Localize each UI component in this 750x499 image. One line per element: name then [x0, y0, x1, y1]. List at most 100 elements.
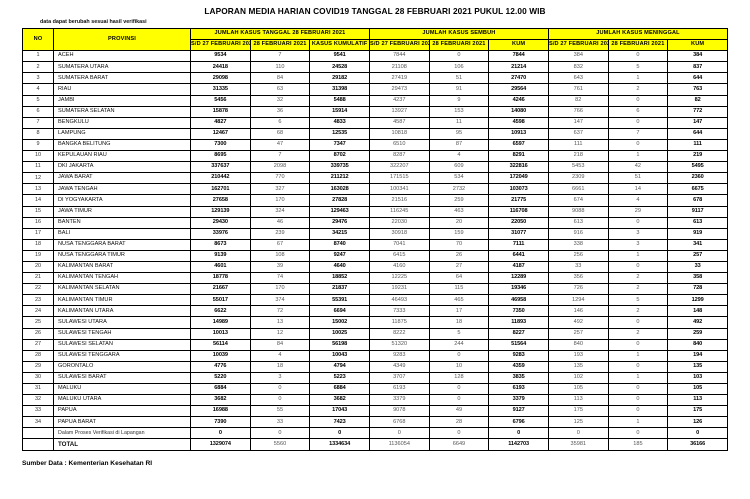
cell-sembuh-sd27: 19231: [368, 283, 430, 296]
cell-meninggal-harian: 0: [607, 216, 669, 229]
cell-sembuh-kum: 29564: [488, 83, 549, 96]
table-row: 8 LAMPUNG 12467 68 12535 10818 95 10913 637 7 644: [22, 127, 728, 140]
col-group-sembuh: JUMLAH KASUS SEMBUH: [368, 27, 549, 41]
cell-sembuh-kum: 4598: [488, 116, 549, 129]
cell-kasus-sd27: 4776: [190, 360, 251, 373]
cell-meninggal-sd27: 0: [547, 427, 609, 440]
cell-meninggal-kum: 728: [667, 283, 728, 296]
cell-sembuh-sd27: 4160: [368, 260, 430, 274]
cell-kasus-kum: 4794: [309, 360, 370, 373]
cell-meninggal-harian: 14: [607, 183, 669, 196]
col-group-meninggal: JUMLAH KASUS MENINGGAL: [547, 27, 729, 41]
cell-no: 23: [22, 294, 54, 307]
cell-kasus-harian: 74: [249, 272, 311, 285]
cell-provinsi: GORONTALO: [53, 360, 191, 373]
table-body: 1 ACEH 9534 7 9541 7844 0 7844 384 0 384 2 SUMATERA …: [22, 50, 728, 452]
cell-kasus-sd27: 10039: [190, 349, 251, 362]
col-group-kasus: JUMLAH KASUS TANGGAL 28 FEBRUARI 2021: [190, 27, 370, 41]
cell-kasus-sd27: 0: [190, 427, 251, 440]
table-row: 14 DI YOGYAKARTA 27658 170 27828 21516 259 2177…: [22, 194, 728, 207]
cell-kasus-sd27: 8695: [190, 150, 251, 163]
table-row: 27 SULAWESI SELATAN 56114 84 56198 51320 244 51…: [22, 338, 728, 351]
cell-kasus-kum: 8740: [309, 238, 370, 251]
table-row: 3 SUMATERA BARAT 29098 84 29182 27419 51 27470 6…: [22, 72, 728, 85]
cell-sembuh-sd27: 11875: [368, 316, 430, 329]
cell-meninggal-harian: 185: [607, 438, 669, 452]
cell-sembuh-kum: 3379: [488, 394, 549, 407]
cell-meninggal-harian: 6: [607, 105, 669, 118]
cell-provinsi: LAMPUNG: [53, 127, 191, 140]
cell-no: 2: [22, 61, 54, 74]
cell-sembuh-harian: 17: [428, 305, 490, 318]
cell-no: 3: [22, 72, 54, 85]
cell-meninggal-kum: 103: [667, 371, 728, 385]
cell-kasus-harian: 108: [249, 249, 311, 262]
cell-kasus-kum: 29476: [309, 216, 370, 229]
col-header-meninggal-harian: 28 FEBRUARI 2021: [607, 39, 669, 52]
cell-kasus-harian: 7: [249, 150, 311, 163]
cell-kasus-harian: 72: [249, 305, 311, 318]
cell-sembuh-harian: 26: [428, 249, 490, 262]
cell-sembuh-sd27: 6415: [368, 249, 430, 262]
cell-meninggal-sd27: 6661: [547, 183, 609, 196]
cell-meninggal-sd27: 82: [547, 94, 609, 107]
cell-meninggal-harian: 1: [607, 349, 669, 362]
cell-kasus-kum: 24528: [309, 61, 370, 74]
cell-sembuh-harian: 91: [428, 83, 490, 96]
cell-no: 20: [22, 260, 54, 274]
cell-meninggal-harian: 3: [607, 238, 669, 251]
cell-no: 33: [22, 405, 54, 418]
cell-meninggal-harian: 0: [607, 382, 669, 396]
cell-sembuh-kum: 27470: [488, 72, 549, 85]
cell-no: [22, 427, 54, 440]
cell-sembuh-kum: 7111: [488, 238, 549, 251]
cell-kasus-harian: 68: [249, 127, 311, 140]
cell-provinsi: MALUKU UTARA: [53, 394, 191, 407]
cell-kasus-harian: 46: [249, 216, 311, 229]
cell-kasus-harian: 84: [249, 338, 311, 351]
table-row: 28 SULAWESI TENGGARA 10039 4 10043 9283 0 9283 1…: [22, 349, 728, 362]
cell-sembuh-harian: 259: [428, 194, 490, 207]
cell-meninggal-harian: 1: [607, 371, 669, 385]
col-header-no: NO: [22, 27, 54, 52]
cell-sembuh-kum: 7350: [488, 305, 549, 318]
cell-sembuh-kum: 14080: [488, 105, 549, 118]
cell-sembuh-sd27: 7844: [368, 50, 430, 63]
cell-meninggal-sd27: 113: [547, 394, 609, 407]
cell-sembuh-kum: 0: [488, 427, 549, 440]
cell-kasus-kum: 10025: [309, 327, 370, 340]
cell-no: 7: [22, 116, 54, 129]
cell-sembuh-harian: 159: [428, 227, 490, 240]
cell-sembuh-kum: 8291: [488, 150, 549, 163]
cell-sembuh-sd27: 322207: [368, 161, 430, 174]
cell-meninggal-harian: 0: [607, 138, 669, 152]
cell-meninggal-harian: 0: [607, 427, 669, 440]
cell-kasus-sd27: 1329074: [190, 438, 251, 452]
cell-kasus-kum: 27828: [309, 194, 370, 207]
cell-kasus-kum: 163028: [309, 183, 370, 196]
cell-sembuh-harian: 0: [428, 427, 490, 440]
cell-no: 34: [22, 416, 54, 429]
table-row: 30 SULAWESI BARAT 5220 3 5223 3707 128 3835 102 1…: [22, 371, 728, 385]
cell-provinsi: SUMATERA UTARA: [53, 61, 191, 74]
cell-kasus-sd27: 7390: [190, 416, 251, 429]
cell-sembuh-harian: 20: [428, 216, 490, 229]
cell-meninggal-harian: 0: [607, 394, 669, 407]
cell-meninggal-sd27: 175: [547, 405, 609, 418]
cell-sembuh-harian: 534: [428, 172, 490, 185]
cell-kasus-harian: 324: [249, 205, 311, 218]
cell-kasus-harian: 0: [249, 394, 311, 407]
cell-provinsi: BENGKULU: [53, 116, 191, 129]
cell-sembuh-sd27: 27419: [368, 72, 430, 85]
col-header-meninggal-kum: KUM: [667, 39, 728, 52]
table-row: 12 JAWA BARAT 210442 770 211212 171515 534 1720…: [22, 172, 728, 185]
cell-sembuh-sd27: 171515: [368, 172, 430, 185]
cell-kasus-sd27: 14989: [190, 316, 251, 329]
cell-provinsi: SULAWESI SELATAN: [53, 338, 191, 351]
cell-kasus-harian: 4: [249, 349, 311, 362]
table-row: 18 NUSA TENGGARA BARAT 8673 67 8740 7041 70 711…: [22, 238, 728, 251]
cell-sembuh-sd27: 21108: [368, 61, 430, 74]
cell-kasus-harian: 3: [249, 371, 311, 385]
cell-meninggal-kum: 175: [667, 405, 728, 418]
cell-provinsi: NUSA TENGGARA TIMUR: [53, 249, 191, 262]
